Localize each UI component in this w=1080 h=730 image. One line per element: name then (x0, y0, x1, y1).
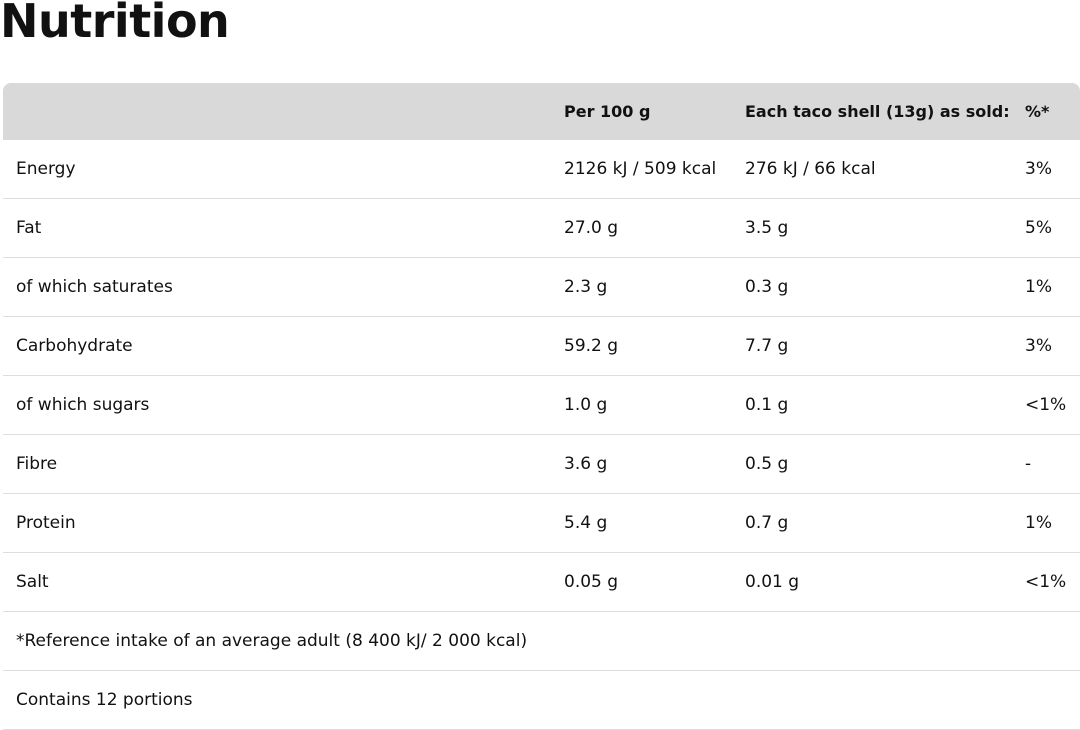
table-cell: 0.01 g (745, 552, 1025, 612)
page-title: Nutrition (0, 0, 230, 48)
table-cell: 2.3 g (564, 257, 745, 317)
table-cell: <1% (1025, 552, 1080, 612)
table-cell: 3% (1025, 316, 1080, 376)
table-cell: 3.6 g (564, 434, 745, 494)
note: Contains 12 portions (3, 670, 1080, 730)
header-cell: Each taco shell (13g) as sold: (745, 83, 1025, 140)
table-cell: 7.7 g (745, 316, 1025, 376)
table-cell: of which sugars (3, 375, 564, 435)
table-cell: 3.5 g (745, 198, 1025, 258)
table-cell: Carbohydrate (3, 316, 564, 376)
table-row: of which saturates 2.3 g 0.3 g 1% (3, 257, 1080, 317)
table-cell: <1% (1025, 375, 1080, 435)
table-cell: 27.0 g (564, 198, 745, 258)
table-cell: 0.1 g (745, 375, 1025, 435)
header-cell (3, 83, 564, 140)
table-cell: 1% (1025, 493, 1080, 553)
note-row: Contains 12 portions (3, 670, 1080, 730)
nutrition-table: Per 100 g Each taco shell (13g) as sold:%… (3, 83, 1080, 730)
table-cell: 0.7 g (745, 493, 1025, 553)
table-cell: 1% (1025, 257, 1080, 317)
table-cell: 5% (1025, 198, 1080, 258)
header-cell: %* (1025, 83, 1080, 140)
table-row: Energy 2126 kJ / 509 kcal 276 kJ / 66 kcal… (3, 140, 1080, 199)
table-row: Salt 0.05 g 0.01 g <1% (3, 552, 1080, 612)
table-cell: 0.05 g (564, 552, 745, 612)
table-row: Protein 5.4 g 0.7 g 1% (3, 493, 1080, 553)
table-cell: Salt (3, 552, 564, 612)
table-cell: 0.5 g (745, 434, 1025, 494)
table-cell: - (1025, 434, 1080, 494)
table-cell: 0.3 g (745, 257, 1025, 317)
note: *Reference intake of an average adult (8… (3, 611, 1080, 671)
table-row: Fat 27.0 g 3.5 g 5% (3, 198, 1080, 258)
table-cell: of which saturates (3, 257, 564, 317)
table-cell: Energy (3, 140, 564, 199)
table-cell: Fat (3, 198, 564, 258)
table-cell: Protein (3, 493, 564, 553)
table-cell: 1.0 g (564, 375, 745, 435)
table-cell: 5.4 g (564, 493, 745, 553)
header-row: Per 100 g Each taco shell (13g) as sold:%… (3, 83, 1080, 140)
table-row: Carbohydrate 59.2 g 7.7 g 3% (3, 316, 1080, 376)
table-cell: 3% (1025, 140, 1080, 199)
note-row: *Reference intake of an average adult (8… (3, 611, 1080, 671)
header-cell: Per 100 g (564, 83, 745, 140)
table-cell: 2126 kJ / 509 kcal (564, 140, 745, 199)
table-row: of which sugars 1.0 g 0.1 g <1% (3, 375, 1080, 435)
table-row: Fibre 3.6 g 0.5 g- (3, 434, 1080, 494)
table-cell: 59.2 g (564, 316, 745, 376)
table-cell: Fibre (3, 434, 564, 494)
table-cell: 276 kJ / 66 kcal (745, 140, 1025, 199)
